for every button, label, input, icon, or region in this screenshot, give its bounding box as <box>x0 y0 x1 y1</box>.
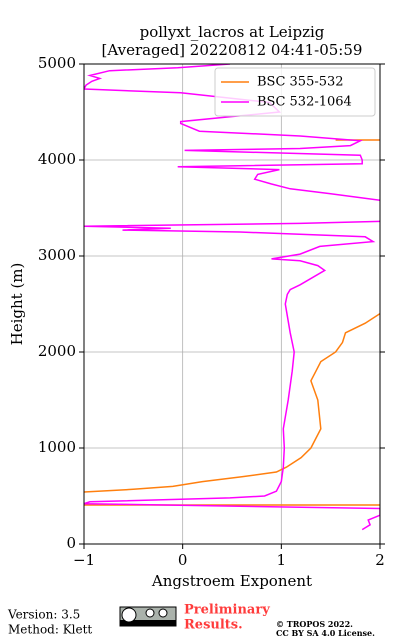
legend-label: BSC 355-532 <box>257 75 344 90</box>
version: Version: 3.5 <box>7 608 80 622</box>
grid <box>83 63 381 545</box>
lines <box>84 64 380 531</box>
legend: BSC 355-532 BSC 532-1064 <box>214 67 376 117</box>
chart-title: pollyxt_lacros at Leipzig <box>140 23 325 41</box>
y-tick-label: 4000 <box>38 150 76 168</box>
x-tick-label: 0 <box>178 551 188 569</box>
y-axis-label: Height (m) <box>8 263 26 346</box>
series-line <box>84 64 380 531</box>
legend-box <box>214 67 376 117</box>
notice: Results. <box>184 618 243 633</box>
copyright: CC BY SA 4.0 License. <box>276 628 375 638</box>
cc-logo <box>119 606 177 627</box>
y-tick-label: 3000 <box>38 246 76 264</box>
x-tick-label: −1 <box>73 551 95 569</box>
legend-label: BSC 532-1064 <box>257 95 352 110</box>
x-axis-label: Angstroem Exponent <box>151 572 312 590</box>
x-tick-label: 2 <box>375 551 385 569</box>
x-tick-label: 1 <box>277 551 287 569</box>
y-tick-label: 0 <box>66 534 76 552</box>
notice: Preliminary <box>184 603 270 618</box>
copyright: © TROPOS 2022. <box>276 619 353 629</box>
method: Method: Klett <box>8 623 92 637</box>
plot-frame <box>83 63 381 545</box>
chart-subtitle: [Averaged] 20220812 04:41-05:59 <box>102 41 363 59</box>
y-tick-label: 1000 <box>38 438 76 456</box>
y-tick-label: 2000 <box>38 342 76 360</box>
y-tick-label: 5000 <box>38 54 76 72</box>
